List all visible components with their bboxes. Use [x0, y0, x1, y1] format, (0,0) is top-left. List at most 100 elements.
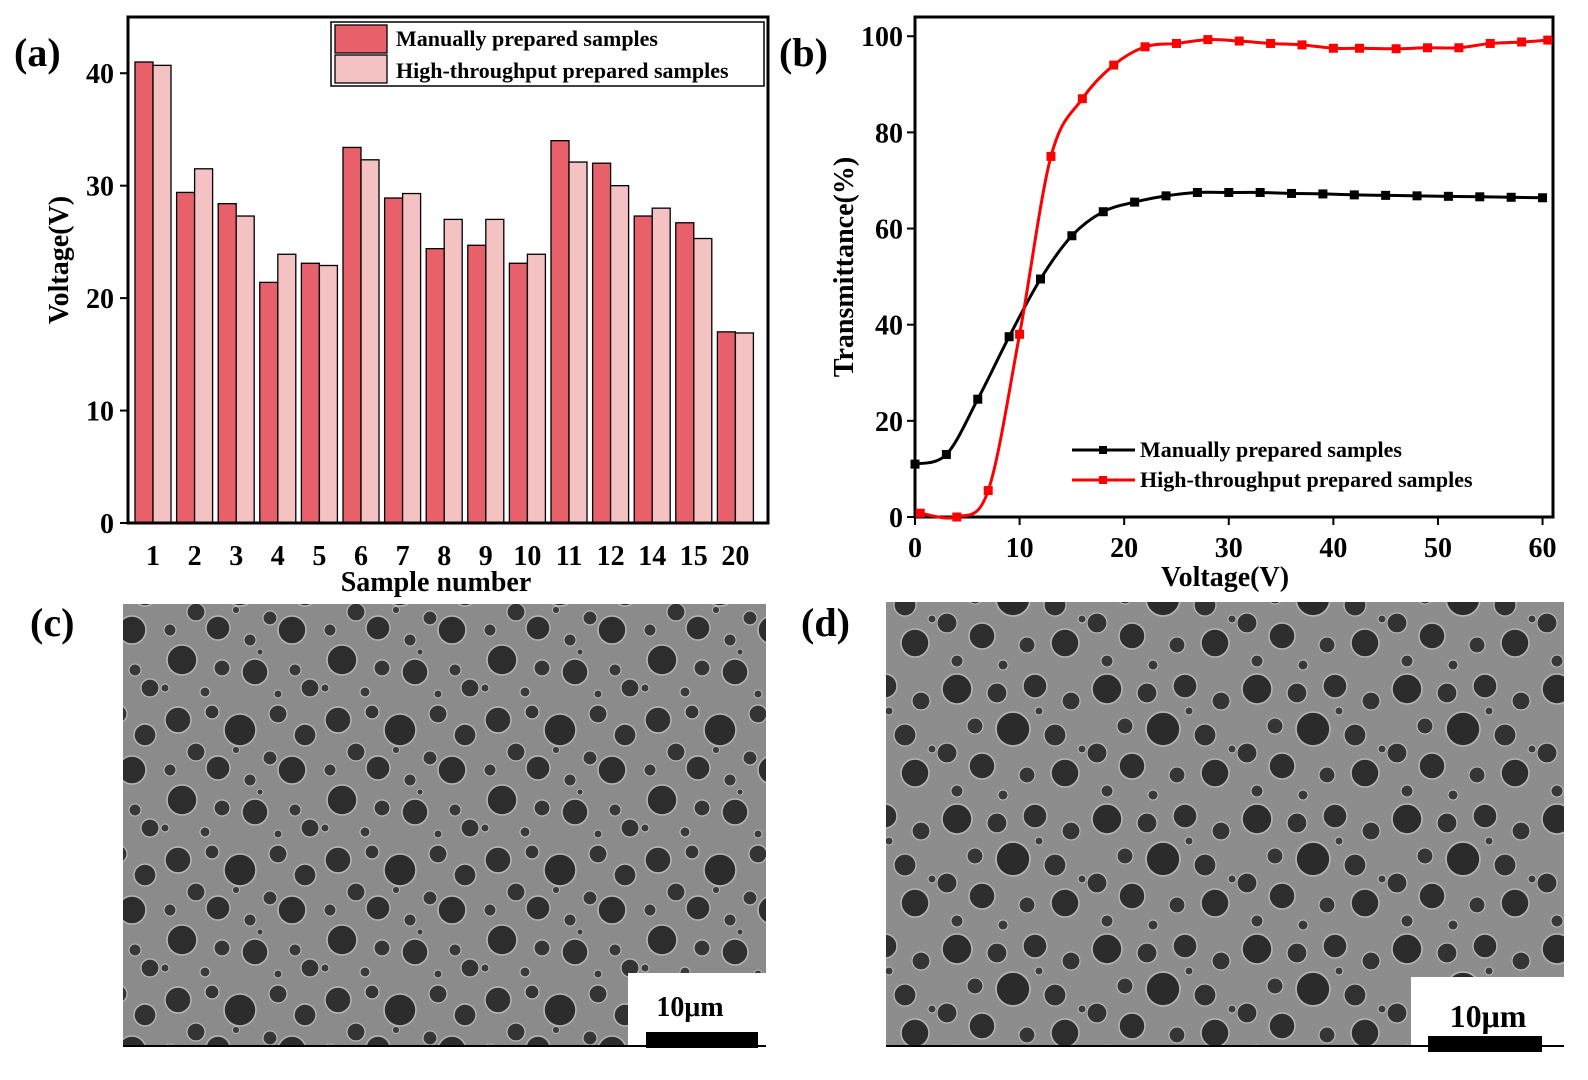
marker-high-throughput	[1109, 60, 1119, 70]
y-tick-label-a: 0	[100, 509, 114, 540]
y-tick-label-b: 20	[875, 407, 903, 438]
x-tick-label-a: 8	[437, 541, 451, 572]
x-tick-label-a: 7	[396, 541, 410, 572]
x-tick-label-a: 10	[513, 541, 541, 572]
marker-high-throughput	[1328, 43, 1338, 53]
marker-high-throughput	[1015, 329, 1025, 339]
marker-high-throughput	[1297, 40, 1307, 50]
marker-manual	[1381, 190, 1391, 200]
y-axis-a: 0 10 20 30 40	[86, 59, 128, 540]
legend-label-high-throughput: High-throughput prepared samples	[396, 58, 729, 83]
y-tick-label-a: 20	[86, 284, 114, 315]
x-tick-label-b: 30	[1215, 533, 1243, 564]
marker-high-throughput	[1077, 94, 1087, 104]
marker-manual	[1255, 187, 1265, 197]
x-tick-label-a: 4	[271, 541, 285, 572]
x-axis-label-b: Voltage(V)	[1161, 562, 1289, 593]
bar-manual-sample-3	[217, 203, 237, 524]
panel-b-label: (b)	[779, 30, 828, 75]
bar-manual-sample-10	[508, 262, 529, 524]
marker-high-throughput	[1046, 151, 1056, 161]
marker-high-throughput	[1203, 35, 1213, 45]
marker-manual	[1412, 191, 1422, 201]
marker-manual	[1192, 187, 1202, 197]
marker-manual	[1287, 188, 1297, 198]
x-tick-label-a: 6	[354, 541, 368, 572]
y-tick-label-b: 0	[889, 503, 903, 534]
x-axis-a: 1 2 3 4 5 6 7 8 9 10 11 12 14 15 20	[146, 541, 749, 572]
panel-d-label: (d)	[801, 600, 850, 645]
legend-swatch-high-throughput	[334, 54, 388, 84]
x-tick-label-a: 11	[556, 541, 582, 572]
sem-micrograph-c	[123, 604, 766, 1045]
bar-manual-sample-4	[259, 281, 279, 524]
bar-manual-sample-7	[383, 197, 404, 524]
x-tick-label-a: 9	[479, 541, 493, 572]
marker-manual	[1004, 332, 1014, 342]
plot-frame-b	[913, 15, 1555, 519]
bar-manual-sample-11	[550, 140, 570, 524]
scale-bar-label-d: 10μm	[1450, 998, 1527, 1034]
marker-manual	[910, 459, 920, 469]
sem-image-d: 10μm	[886, 602, 1564, 1052]
bar-high-throughput-sample-7	[401, 192, 422, 524]
marker-high-throughput	[1454, 43, 1464, 53]
bar-high-throughput-sample-10	[526, 253, 547, 524]
marker-high-throughput	[1266, 38, 1276, 48]
bar-high-throughput-sample-20	[734, 332, 755, 524]
legend-label-high-throughput-b: High-throughput prepared samples	[1140, 467, 1473, 492]
panel-a-label: (a)	[14, 30, 61, 75]
plot-frame-a	[126, 15, 770, 525]
x-tick-label-a: 5	[312, 541, 326, 572]
bar-high-throughput-sample-15	[693, 237, 713, 524]
bar-manual-sample-14	[633, 215, 653, 524]
y-tick-label-a: 10	[86, 397, 114, 428]
marker-high-throughput	[1171, 38, 1181, 48]
legend-marker-high-throughput	[1099, 476, 1107, 484]
marker-high-throughput	[1391, 44, 1401, 54]
bar-manual-sample-5	[300, 262, 321, 524]
line-chart-b: 0 20 40 60 80 100 0 10 20 30 40 50 60 Voltage(V) Tr…	[829, 15, 1557, 593]
bar-high-throughput-sample-1	[152, 64, 172, 524]
x-axis-b: 0 10 20 30 40 50 60	[908, 517, 1557, 564]
legend-label-manual: Manually prepared samples	[396, 26, 658, 51]
marker-high-throughput	[983, 486, 993, 496]
marker-high-throughput	[952, 512, 962, 522]
marker-high-throughput	[1234, 36, 1244, 46]
bar-high-throughput-sample-8	[443, 218, 463, 524]
marker-high-throughput	[1543, 35, 1553, 45]
legend-a: Manually prepared samples High-throughpu…	[330, 21, 765, 87]
y-tick-label-a: 30	[86, 172, 114, 203]
bar-high-throughput-sample-5	[318, 264, 339, 524]
sem-micrograph-d	[886, 602, 1564, 1045]
legend-b: Manually prepared samples High-throughpu…	[1072, 437, 1473, 492]
marker-manual	[1161, 191, 1171, 201]
y-tick-label-b: 60	[875, 215, 903, 246]
bar-manual-sample-15	[675, 222, 695, 524]
bar-manual-sample-12	[591, 162, 612, 524]
marker-manual	[1506, 192, 1516, 202]
bar-manual-sample-6	[342, 146, 362, 524]
panel-c-label: (c)	[30, 600, 74, 645]
legend-swatch-manual	[334, 24, 388, 54]
marker-manual	[1098, 207, 1108, 217]
y-axis-label-b: Transmittance(%)	[829, 157, 860, 377]
marker-manual	[1036, 274, 1046, 284]
line-manual	[914, 190, 1543, 466]
bar-manual-sample-1	[134, 61, 154, 524]
marker-manual	[1538, 193, 1548, 203]
bar-manual-sample-2	[175, 191, 196, 524]
bar-manual-sample-8	[425, 247, 445, 524]
marker-high-throughput	[1140, 42, 1150, 52]
bar-high-throughput-sample-12	[609, 185, 630, 524]
x-tick-label-b: 10	[1006, 533, 1034, 564]
y-tick-label-b: 80	[875, 118, 903, 149]
bar-high-throughput-sample-4	[277, 253, 297, 524]
legend-label-manual-b: Manually prepared samples	[1140, 437, 1402, 462]
scale-bar-d	[1428, 1036, 1542, 1052]
x-tick-label-b: 50	[1424, 533, 1452, 564]
bar-high-throughput-sample-3	[235, 215, 255, 524]
bar-manual-sample-9	[467, 244, 487, 524]
